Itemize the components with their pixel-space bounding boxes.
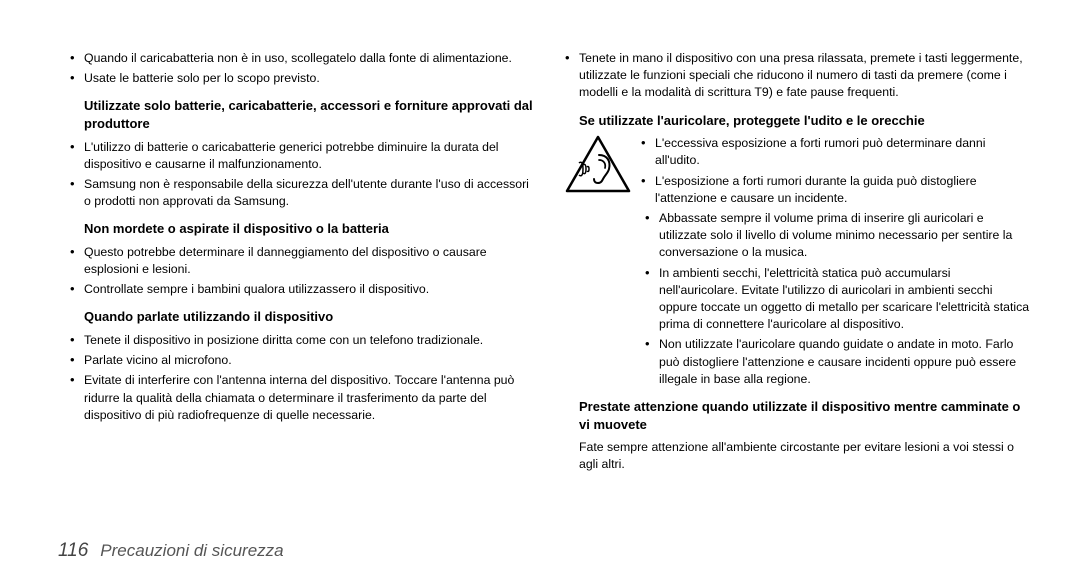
list-item: Abbassate sempre il volume prima di inse… xyxy=(659,210,1030,262)
section-heading: Prestate attenzione quando utilizzate il… xyxy=(565,398,1030,433)
list-item: L'utilizzo di batterie o caricabatterie … xyxy=(84,139,535,173)
bullet-list: Abbassate sempre il volume prima di inse… xyxy=(565,210,1030,388)
list-item: L'eccessiva esposizione a forti rumori p… xyxy=(655,135,1030,169)
footer-label: Precauzioni di sicurezza xyxy=(100,541,283,561)
list-item: Questo potrebbe determinare il danneggia… xyxy=(84,244,535,278)
right-column: Tenete in mano il dispositivo con una pr… xyxy=(565,50,1030,480)
page-number: 116 xyxy=(58,540,88,562)
bullet-list: Questo potrebbe determinare il danneggia… xyxy=(70,244,535,299)
list-item: Evitate di interferire con l'antenna int… xyxy=(84,372,535,424)
bullet-list: Tenete in mano il dispositivo con una pr… xyxy=(565,50,1030,102)
list-item: Controllate sempre i bambini qualora uti… xyxy=(84,281,535,298)
section-heading: Utilizzate solo batterie, caricabatterie… xyxy=(70,97,535,132)
page-footer: 116 Precauzioni di sicurezza xyxy=(58,540,284,562)
list-item: L'esposizione a forti rumori durante la … xyxy=(655,173,1030,207)
list-item: Samsung non è responsabile della sicurez… xyxy=(84,176,535,210)
section-heading: Quando parlate utilizzando il dispositiv… xyxy=(70,308,535,326)
list-item: Non utilizzate l'auricolare quando guida… xyxy=(659,336,1030,388)
section-heading: Se utilizzate l'auricolare, proteggete l… xyxy=(565,112,1030,130)
bullet-list: Quando il caricabatteria non è in uso, s… xyxy=(70,50,535,87)
left-column: Quando il caricabatteria non è in uso, s… xyxy=(70,50,535,480)
list-item: Tenete il dispositivo in posizione dirit… xyxy=(84,332,535,349)
list-item: Quando il caricabatteria non è in uso, s… xyxy=(84,50,535,67)
document-page: Quando il caricabatteria non è in uso, s… xyxy=(0,0,1080,480)
list-item: Usate le batterie solo per lo scopo prev… xyxy=(84,70,535,87)
list-item: Tenete in mano il dispositivo con una pr… xyxy=(579,50,1030,102)
bullet-list: L'eccessiva esposizione a forti rumori p… xyxy=(641,135,1030,210)
list-item: Parlate vicino al microfono. xyxy=(84,352,535,369)
section-heading: Non mordete o aspirate il dispositivo o … xyxy=(70,220,535,238)
bullet-list: L'utilizzo di batterie o caricabatterie … xyxy=(70,139,535,211)
bullet-list: Tenete il dispositivo in posizione dirit… xyxy=(70,332,535,424)
icon-text-row: L'eccessiva esposizione a forti rumori p… xyxy=(565,135,1030,210)
list-item: In ambienti secchi, l'elettricità static… xyxy=(659,265,1030,334)
hearing-warning-icon xyxy=(565,135,631,193)
paragraph: Fate sempre attenzione all'ambiente circ… xyxy=(565,439,1030,473)
